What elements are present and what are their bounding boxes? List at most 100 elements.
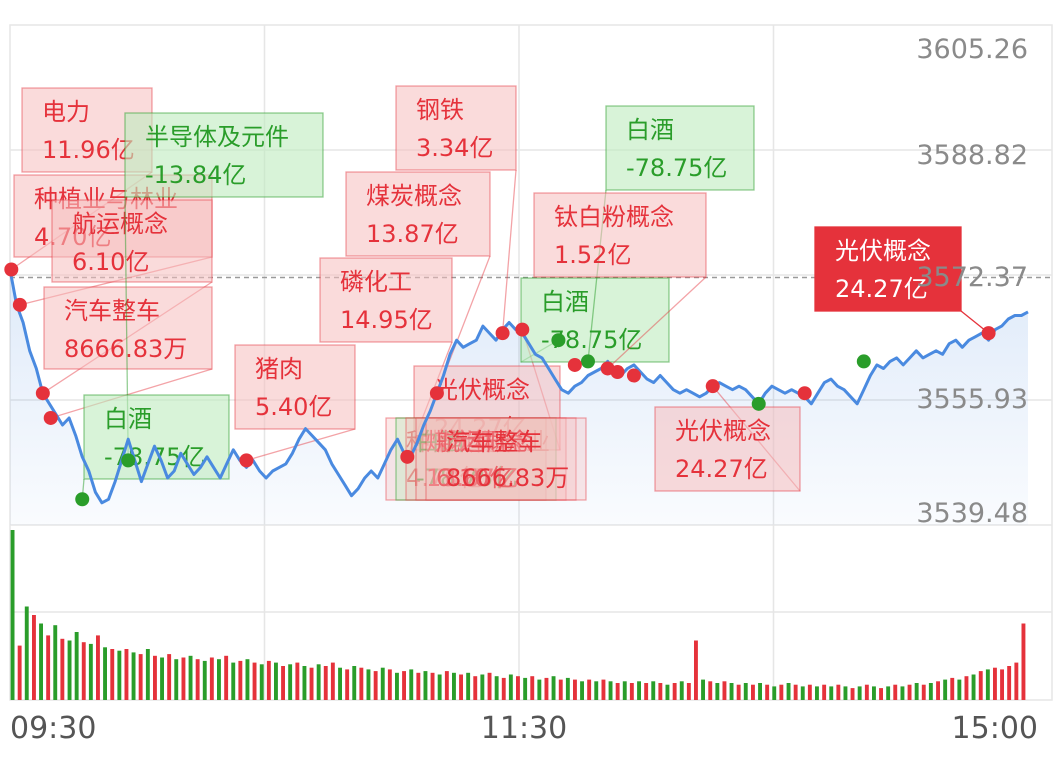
annotation-inflow-label: 钛白粉概念 1.52亿 <box>533 192 707 369</box>
volume-bar <box>886 686 891 700</box>
annotation-name: 光伏概念 <box>434 376 530 404</box>
annotation-box <box>654 406 801 492</box>
stacked-annotation-value: 6.10亿 <box>436 464 513 492</box>
volume-bar <box>416 672 421 700</box>
volume-bar <box>729 683 734 700</box>
volume-bar <box>907 684 912 700</box>
y-tick-label: 3605.26 <box>916 34 1028 65</box>
annotation-value: 24.27亿 <box>434 414 527 442</box>
annotation-box <box>43 286 213 370</box>
volume-bar <box>629 683 634 700</box>
annotation-name: 猪肉 <box>255 355 303 383</box>
volume-bar <box>686 683 691 700</box>
volume-bar <box>423 671 428 700</box>
annotation-name: 光伏概念 <box>675 417 771 445</box>
volume-bar <box>359 667 364 700</box>
volume-bar <box>387 669 392 700</box>
volume-bar <box>608 681 613 700</box>
volume-bar <box>110 649 115 700</box>
volume-bar <box>800 686 805 700</box>
volume-bar <box>565 677 570 700</box>
volume-bar <box>231 662 236 700</box>
annotation-value: 13.87亿 <box>366 220 459 248</box>
volume-bar <box>160 657 164 700</box>
annotation-marker <box>551 333 566 348</box>
volume-bar <box>60 638 65 700</box>
stacked-annotation-box <box>405 417 567 501</box>
annotation-name: 白酒 <box>541 288 589 316</box>
annotation-outflow-label: 半导体及元件 -13.84亿 <box>124 112 324 461</box>
volume-bar <box>366 669 371 700</box>
annotation-marker <box>43 410 58 425</box>
volume-bar <box>516 676 520 700</box>
annotation-marker <box>981 326 996 341</box>
stacked-annotation-value: 8666.83万 <box>446 464 569 492</box>
volume-bar <box>96 635 100 700</box>
annotation-box <box>605 105 755 191</box>
annotation-inflow-label: 光伏概念 24.27亿 <box>814 226 990 334</box>
volume-bar <box>473 676 478 700</box>
annotation-marker <box>12 297 27 312</box>
volume-bar <box>665 684 670 700</box>
volume-bar <box>395 672 399 700</box>
volume-bar <box>736 684 741 700</box>
annotation-inflow-label: 钢铁 3.34亿 <box>395 85 517 334</box>
volume-bar <box>637 681 641 700</box>
volume-bar <box>936 681 940 700</box>
volume-bar <box>672 683 677 700</box>
volume-bar <box>751 684 755 700</box>
volume-bar <box>24 606 29 700</box>
stacked-annotation-value: -78.75亿 <box>416 464 517 492</box>
annotation-inflow-label: 航运概念 6.10亿 <box>42 199 213 394</box>
volume-bar <box>715 683 720 700</box>
volume-bar <box>501 677 506 700</box>
volume-bar <box>857 686 862 700</box>
annotation-value: 11.96亿 <box>42 136 135 164</box>
volume-bar <box>202 660 207 700</box>
annotation-value: 24.27亿 <box>835 275 928 303</box>
stacked-annotation-name: 汽车整车 <box>446 428 542 456</box>
annotation-name: 钢铁 <box>416 96 464 124</box>
y-tick-label: 3555.93 <box>916 384 1028 415</box>
annotation-name: 煤炭概念 <box>366 182 462 210</box>
volume-bar <box>765 684 770 700</box>
volume-bar <box>217 659 221 700</box>
volume-bar <box>544 677 549 700</box>
volume-bar <box>872 686 876 700</box>
volume-bar <box>188 655 193 700</box>
annotation-marker <box>495 326 510 341</box>
volume-bar <box>195 659 200 700</box>
annotation-box <box>395 85 517 171</box>
volume-bar <box>345 669 350 700</box>
time-tick-label: 11:30 <box>481 711 567 746</box>
volume-bar <box>53 625 58 700</box>
annotation-value: 3.34亿 <box>416 134 493 162</box>
annotation-box <box>51 199 213 283</box>
annotation-name: 钛白粉概念 <box>554 203 674 231</box>
volume-bar <box>928 683 933 700</box>
volume-bar <box>530 676 535 700</box>
annotation-box <box>533 192 707 278</box>
volume-bar <box>523 677 528 700</box>
volume-bar <box>679 681 684 700</box>
annotation-leader-line <box>246 428 356 461</box>
volume-bar <box>373 671 378 700</box>
volume-bar <box>978 671 983 700</box>
annotation-marker <box>515 322 530 337</box>
annotation-name: 白酒 <box>626 116 674 144</box>
annotation-inflow-label: 猪肉 5.40亿 <box>234 344 356 461</box>
volume-bar <box>985 669 990 700</box>
volume-bar <box>338 667 342 700</box>
volume-bar <box>81 642 86 700</box>
annotation-value: 6.10亿 <box>72 248 149 276</box>
annotation-marker <box>429 386 444 401</box>
annotation-leader-line <box>50 368 213 419</box>
volume-bar <box>88 643 93 700</box>
volume-bar <box>138 654 143 700</box>
volume-bar <box>772 686 777 700</box>
annotation-box <box>319 257 453 343</box>
volume-bar <box>850 688 855 700</box>
volume-bar <box>1000 669 1004 700</box>
volume-bar <box>701 679 705 700</box>
